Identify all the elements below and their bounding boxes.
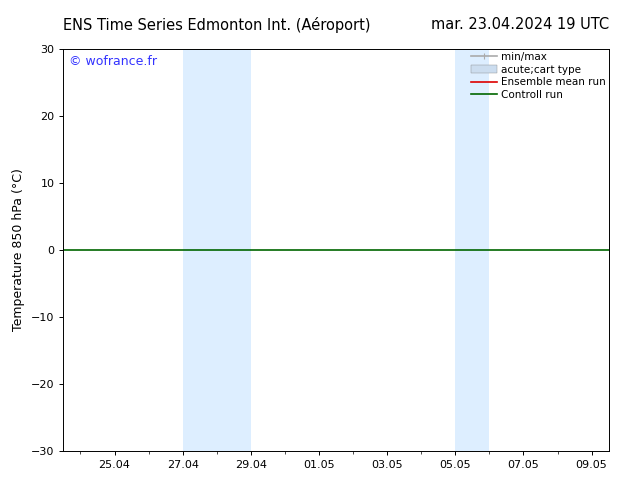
Text: © wofrance.fr: © wofrance.fr <box>69 55 157 68</box>
Y-axis label: Temperature 850 hPa (°C): Temperature 850 hPa (°C) <box>12 169 25 331</box>
Bar <box>455 49 489 451</box>
Bar <box>183 49 251 451</box>
Text: ENS Time Series Edmonton Int. (Aéroport): ENS Time Series Edmonton Int. (Aéroport) <box>63 17 371 33</box>
Text: mar. 23.04.2024 19 UTC: mar. 23.04.2024 19 UTC <box>430 17 609 32</box>
Legend: min/max, acute;cart type, Ensemble mean run, Controll run: min/max, acute;cart type, Ensemble mean … <box>470 52 605 100</box>
